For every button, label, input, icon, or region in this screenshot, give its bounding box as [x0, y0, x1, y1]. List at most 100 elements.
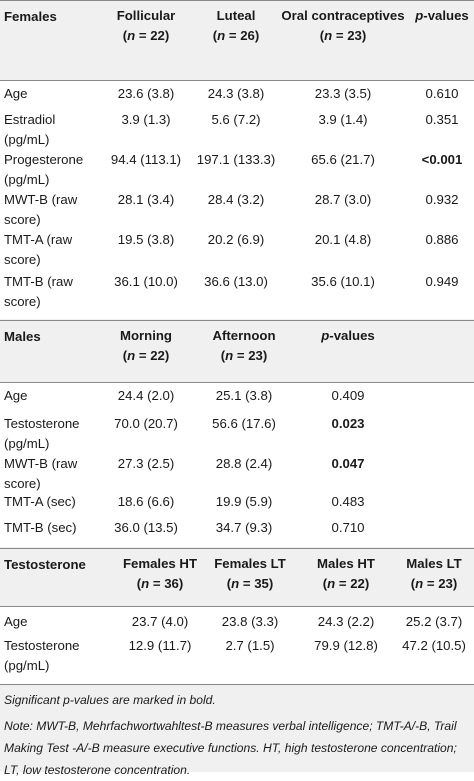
- footnotes: Significant p-values are marked in bold.…: [0, 685, 474, 777]
- testosterone-rule-top: [0, 548, 474, 549]
- table-cell: 0.047: [331, 456, 365, 471]
- column-label: p-values: [415, 8, 469, 23]
- column-label: p-values: [321, 328, 375, 343]
- females-rule-top: [0, 0, 474, 1]
- males-rule-header: [0, 382, 474, 383]
- table-cell: 0.483: [331, 494, 365, 509]
- row-label: Progesterone (pg/mL): [4, 152, 84, 187]
- column-n: (n = 22): [122, 28, 170, 43]
- table-cell: 24.3 (2.2): [317, 614, 375, 629]
- testosterone-header-label: Testosterone: [4, 557, 86, 572]
- females-header-row: Females Follicular (n = 22) Luteal (n = 26) O…: [0, 0, 474, 80]
- table-cell: 25.2 (3.7): [405, 614, 463, 629]
- table-cell: 65.6 (21.7): [311, 152, 375, 167]
- table-cell: 0.886: [425, 232, 459, 247]
- row-label: MWT-B (raw score): [4, 192, 78, 227]
- table-cell: 18.6 (6.6): [117, 494, 175, 509]
- table-cell: 0.949: [425, 274, 459, 289]
- table-cell: 12.9 (11.7): [128, 638, 192, 653]
- row-label: TMT-B (sec): [4, 520, 77, 535]
- column-label: Morning: [119, 328, 172, 343]
- table-cell: <0.001: [421, 152, 463, 167]
- row-label: Age: [4, 614, 28, 629]
- column-label: Males LT: [406, 556, 462, 571]
- table-cell: 28.7 (3.0): [314, 192, 372, 207]
- table-cell: 19.5 (3.8): [117, 232, 175, 247]
- testosterone-body: Age 23.7 (4.0) 23.8 (3.3) 24.3 (2.2) 25.2 (3…: [0, 607, 474, 684]
- males-col-header-1: Afternoon (n = 23): [186, 326, 302, 366]
- row-label: Estradiol (pg/mL): [4, 112, 56, 147]
- table-cell: 28.1 (3.4): [117, 192, 175, 207]
- column-n: (n = 26): [212, 28, 260, 43]
- males-rule-top: [0, 320, 474, 321]
- males-header-row: Males Morning (n = 22) Afternoon (n = 23) p-v…: [0, 320, 474, 382]
- testosterone-rule-header: [0, 606, 474, 607]
- table-cell: 79.9 (12.8): [314, 638, 378, 653]
- table-cell: 25.1 (3.8): [215, 388, 273, 403]
- females-body: Age 23.6 (3.8) 24.3 (3.8) 23.3 (3.5) 0.610 Es…: [0, 81, 474, 319]
- males-col-header-0: Morning (n = 22): [83, 326, 209, 366]
- row-label: TMT-B (raw score): [4, 274, 73, 309]
- column-n: (n = 35): [226, 576, 274, 591]
- row-label: Age: [4, 388, 28, 403]
- table-cell: 36.6 (13.0): [204, 274, 268, 289]
- females-col-header-0: Follicular (n = 22): [83, 6, 209, 46]
- table-cell: 28.8 (2.4): [215, 456, 273, 471]
- females-col-header-2: Oral contraceptives (n = 23): [275, 6, 411, 46]
- column-n: (n = 23): [220, 348, 268, 363]
- row-label: TMT-A (raw score): [4, 232, 73, 267]
- females-col-header-3: p-values: [399, 6, 474, 26]
- footnote-1: Note: MWT-B, Mehrfachwortwahltest-B meas…: [4, 719, 457, 777]
- column-label: Afternoon: [212, 328, 276, 343]
- table-cell: 56.6 (17.6): [212, 416, 276, 431]
- table-cell: 24.3 (3.8): [207, 86, 265, 101]
- table-cell: 23.8 (3.3): [221, 614, 279, 629]
- table-cell: 28.4 (3.2): [207, 192, 265, 207]
- testosterone-col-header-0: Females HT (n = 36): [97, 554, 223, 594]
- females-header-label: Females: [4, 9, 57, 24]
- table-cell: 23.3 (3.5): [314, 86, 372, 101]
- table-cell: 0.610: [425, 86, 459, 101]
- table-cell: 20.2 (6.9): [207, 232, 265, 247]
- footnote-0: Significant p-values are marked in bold.: [4, 693, 216, 707]
- table-cell: 24.4 (2.0): [117, 388, 175, 403]
- column-n: (n = 36): [136, 576, 184, 591]
- table-cell: 20.1 (4.8): [314, 232, 372, 247]
- table-cell: 94.4 (113.1): [110, 152, 182, 167]
- testosterone-col-header-2: Males HT (n = 22): [293, 554, 399, 594]
- row-label: Testosterone (pg/mL): [4, 638, 80, 673]
- table-cell: 34.7 (9.3): [215, 520, 273, 535]
- row-label: TMT-A (sec): [4, 494, 76, 509]
- table-cell: 197.1 (133.3): [196, 152, 276, 167]
- males-body: Age 24.4 (2.0) 25.1 (3.8) 0.409 Testosterone…: [0, 383, 474, 547]
- table-cell: 19.9 (5.9): [215, 494, 273, 509]
- column-label: Luteal: [216, 8, 256, 23]
- testosterone-col-header-1: Females LT (n = 35): [195, 554, 306, 594]
- table-cell: 70.0 (20.7): [114, 416, 178, 431]
- table-cell: 2.7 (1.5): [225, 638, 275, 653]
- table-cell: 0.351: [425, 112, 459, 127]
- females-rule-header: [0, 80, 474, 81]
- table-cell: 0.023: [331, 416, 365, 431]
- table-cell: 3.9 (1.3): [121, 112, 171, 127]
- females-col-header-1: Luteal (n = 26): [183, 6, 289, 46]
- table-bottom-rule: [0, 684, 474, 685]
- table-cell: 36.0 (13.5): [114, 520, 178, 535]
- table-cell: 5.6 (7.2): [211, 112, 261, 127]
- table-cell: 47.2 (10.5): [402, 638, 466, 653]
- testosterone-col-header-3: Males LT (n = 23): [386, 554, 474, 594]
- table-cell: 23.7 (4.0): [131, 614, 189, 629]
- column-label: Follicular: [116, 8, 176, 23]
- column-label: Males HT: [317, 556, 375, 571]
- table-cell: 3.9 (1.4): [318, 112, 368, 127]
- column-label: Oral contraceptives: [281, 8, 405, 23]
- table-cell: 0.710: [331, 520, 365, 535]
- row-label: MWT-B (raw score): [4, 456, 78, 491]
- row-label: Testosterone (pg/mL): [4, 416, 80, 451]
- table-cell: 0.409: [331, 388, 365, 403]
- testosterone-header-row: Testosterone Females HT (n = 36) Females LT…: [0, 548, 474, 606]
- column-label: Females LT: [214, 556, 286, 571]
- column-n: (n = 23): [410, 576, 458, 591]
- table-cell: 27.3 (2.5): [117, 456, 175, 471]
- males-col-header-2: p-values: [295, 326, 401, 346]
